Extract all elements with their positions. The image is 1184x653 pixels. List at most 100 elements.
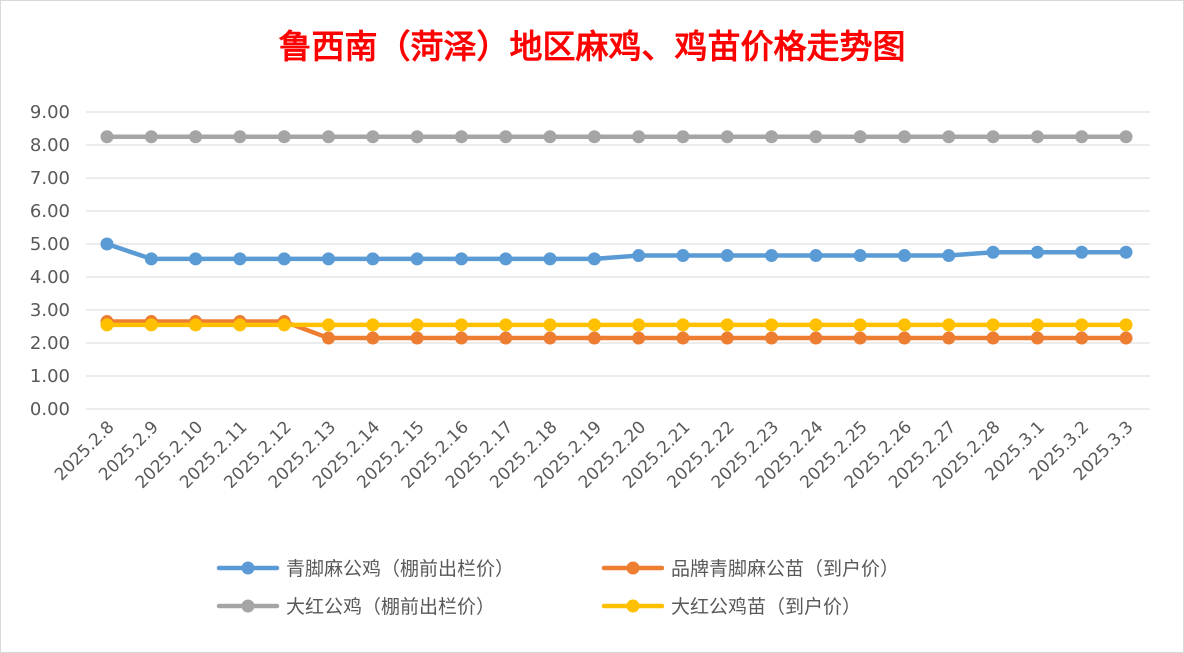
data-point <box>942 331 956 345</box>
data-point <box>1075 130 1089 144</box>
data-point <box>144 130 158 144</box>
legend-item: 品牌青脚麻公苗（到户价） <box>601 558 899 580</box>
data-point <box>322 331 336 345</box>
data-point <box>543 331 557 345</box>
y-tick-label: 4.00 <box>30 267 70 288</box>
data-point <box>765 249 779 263</box>
data-point <box>189 252 203 266</box>
data-point <box>720 249 734 263</box>
data-point <box>277 130 291 144</box>
data-point <box>853 331 867 345</box>
data-point <box>410 318 424 332</box>
series-line <box>104 241 1129 262</box>
data-point <box>100 237 114 251</box>
series-group <box>100 130 1133 345</box>
data-point <box>587 331 601 345</box>
data-point <box>765 130 779 144</box>
data-point <box>144 318 158 332</box>
data-point <box>765 331 779 345</box>
data-point <box>189 130 203 144</box>
legend-marker <box>241 561 255 575</box>
data-point <box>809 249 823 263</box>
data-point <box>499 318 513 332</box>
data-point <box>942 130 956 144</box>
data-point <box>144 252 158 266</box>
data-point <box>454 130 468 144</box>
data-point <box>587 252 601 266</box>
data-point <box>986 130 1000 144</box>
legend-item: 大红公鸡（棚前出栏价） <box>216 596 495 618</box>
data-point <box>1119 318 1133 332</box>
data-point <box>1075 245 1089 259</box>
data-point <box>1075 331 1089 345</box>
data-point <box>897 331 911 345</box>
series-line <box>104 319 1129 341</box>
data-point <box>897 318 911 332</box>
y-tick-label: 0.00 <box>30 399 70 420</box>
data-point <box>587 318 601 332</box>
data-point <box>277 252 291 266</box>
data-point <box>454 318 468 332</box>
chart-title: 鲁西南（菏泽）地区麻鸡、鸡苗价格走势图 <box>279 27 906 66</box>
data-point <box>676 318 690 332</box>
data-point <box>1119 331 1133 345</box>
y-tick-label: 7.00 <box>30 168 70 189</box>
data-point <box>410 252 424 266</box>
data-point <box>897 130 911 144</box>
data-point <box>499 331 513 345</box>
data-point <box>853 249 867 263</box>
y-tick-label: 6.00 <box>30 201 70 222</box>
data-point <box>676 331 690 345</box>
data-point <box>543 252 557 266</box>
legend-marker <box>626 561 640 575</box>
data-point <box>676 130 690 144</box>
data-point <box>765 318 779 332</box>
data-point <box>1119 245 1133 259</box>
gridlines <box>86 111 1150 410</box>
series-3 <box>100 318 1133 332</box>
data-point <box>366 331 380 345</box>
data-point <box>1075 318 1089 332</box>
data-point <box>366 130 380 144</box>
data-point <box>322 318 336 332</box>
data-point <box>322 252 336 266</box>
data-point <box>366 252 380 266</box>
data-point <box>1030 318 1044 332</box>
data-point <box>454 252 468 266</box>
legend-label: 品牌青脚麻公苗（到户价） <box>671 558 899 580</box>
data-point <box>499 252 513 266</box>
y-tick-label: 1.00 <box>30 366 70 387</box>
data-point <box>720 130 734 144</box>
data-point <box>277 318 291 332</box>
data-point <box>233 318 247 332</box>
data-point <box>809 331 823 345</box>
series-0 <box>100 237 1133 266</box>
data-point <box>233 252 247 266</box>
data-point <box>632 318 646 332</box>
y-tick-label: 5.00 <box>30 234 70 255</box>
data-point <box>720 318 734 332</box>
series-2 <box>100 130 1133 144</box>
data-point <box>587 130 601 144</box>
data-point <box>543 318 557 332</box>
y-tick-label: 8.00 <box>30 135 70 156</box>
data-point <box>189 318 203 332</box>
data-point <box>632 249 646 263</box>
legend-item: 大红公鸡苗（到户价） <box>601 596 861 618</box>
y-tick-label: 2.00 <box>30 333 70 354</box>
x-axis: 2025.2.82025.2.92025.2.102025.2.112025.2… <box>51 417 1138 492</box>
data-point <box>410 331 424 345</box>
legend-item: 青脚麻公鸡（棚前出栏价） <box>216 558 514 580</box>
data-point <box>986 331 1000 345</box>
data-point <box>499 130 513 144</box>
data-point <box>809 318 823 332</box>
data-point <box>1030 130 1044 144</box>
legend-label: 大红公鸡苗（到户价） <box>671 596 861 618</box>
y-tick-label: 9.00 <box>30 102 70 123</box>
data-point <box>897 249 911 263</box>
y-tick-label: 3.00 <box>30 300 70 321</box>
legend-label: 大红公鸡（棚前出栏价） <box>286 596 495 618</box>
data-point <box>632 331 646 345</box>
data-point <box>1030 331 1044 345</box>
